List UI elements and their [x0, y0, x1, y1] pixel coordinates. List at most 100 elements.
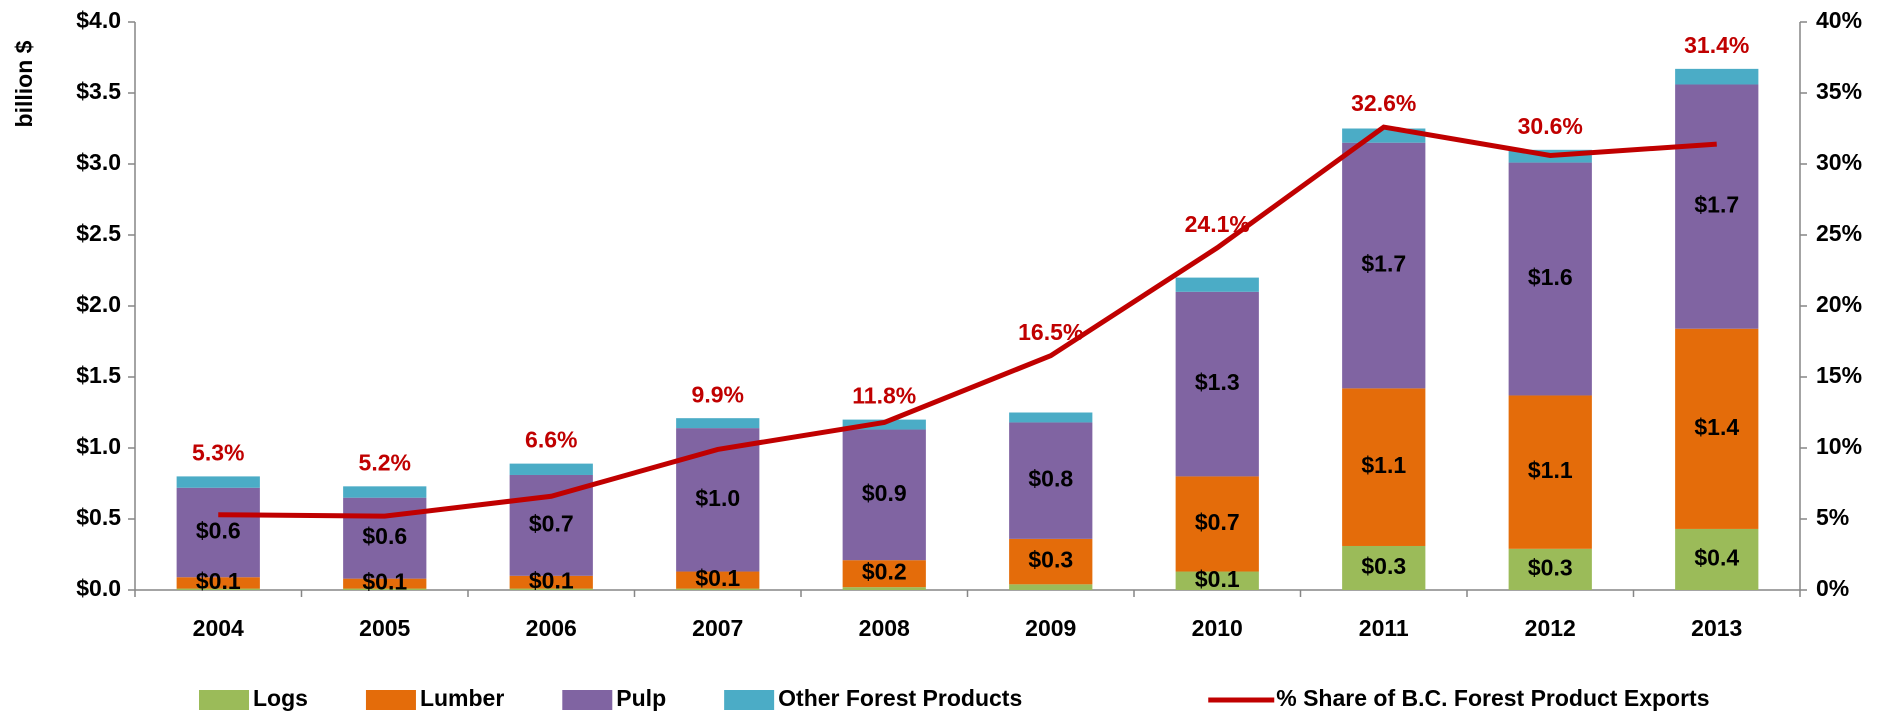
bar-segment — [176, 487, 260, 578]
value-label: $0.6 — [196, 518, 241, 544]
y2-tick-label: 40% — [1816, 7, 1862, 33]
legend-swatch — [724, 690, 775, 710]
x-tick-label: 2008 — [859, 615, 910, 641]
value-label: $0.4 — [1694, 545, 1739, 571]
legend-label: % Share of B.C. Forest Product Exports — [1276, 685, 1709, 711]
bar-segment — [1175, 291, 1259, 477]
bar-segment — [1175, 277, 1259, 292]
y-tick-label: $1.5 — [76, 362, 121, 388]
y2-tick-label: 5% — [1816, 504, 1849, 530]
bar-segment — [842, 560, 926, 588]
y2-tick-label: 25% — [1816, 220, 1862, 246]
bar-segment — [676, 571, 760, 589]
line-value-label: 5.2% — [359, 449, 411, 475]
bar-segment — [509, 463, 593, 475]
value-label: $1.7 — [1694, 192, 1739, 218]
legend-label: Other Forest Products — [778, 685, 1022, 711]
value-label: $0.3 — [1361, 553, 1406, 579]
x-tick-label: 2013 — [1691, 615, 1742, 641]
x-tick-label: 2011 — [1359, 615, 1409, 641]
bar-segment — [176, 476, 260, 488]
value-label: $1.6 — [1528, 264, 1573, 290]
bar-segment — [1009, 584, 1093, 590]
x-tick-label: 2004 — [193, 615, 244, 641]
line-value-label: 30.6% — [1518, 113, 1583, 139]
bar-segment — [176, 588, 260, 590]
line-value-label: 5.3% — [192, 439, 244, 465]
bar-segment — [1508, 395, 1592, 549]
x-tick-label: 2007 — [692, 615, 743, 641]
y-tick-label: $0.0 — [76, 575, 121, 601]
y2-tick-label: 10% — [1816, 433, 1862, 459]
value-label: $1.7 — [1361, 251, 1406, 277]
y2-tick-label: 20% — [1816, 291, 1862, 317]
legend-label: Lumber — [420, 685, 504, 711]
bar-segment — [509, 474, 593, 576]
value-label: $0.8 — [1028, 466, 1073, 492]
legend-label: Pulp — [616, 685, 666, 711]
value-label: $0.6 — [362, 523, 407, 549]
value-label: $1.1 — [1528, 457, 1573, 483]
value-label: $0.1 — [1195, 566, 1240, 592]
x-tick-label: 2005 — [359, 615, 410, 641]
y2-tick-label: 15% — [1816, 362, 1862, 388]
line-value-label: 32.6% — [1351, 90, 1416, 116]
bar-segment — [842, 587, 926, 590]
bar-segment — [1009, 422, 1093, 539]
value-label: $0.7 — [529, 510, 574, 536]
line-value-label: 11.8% — [852, 383, 916, 409]
legend-label: Logs — [253, 685, 308, 711]
bar-segment — [1342, 388, 1426, 546]
value-label: $0.1 — [529, 567, 574, 593]
y-tick-label: $3.5 — [76, 78, 121, 104]
value-label: $1.4 — [1694, 414, 1739, 440]
bar-segment — [1508, 548, 1592, 590]
bar-segment — [509, 588, 593, 590]
bar-segment — [343, 486, 427, 498]
bar-segment — [1675, 328, 1759, 529]
legend-swatch — [365, 690, 416, 710]
value-label: $1.1 — [1361, 452, 1406, 478]
bar-segment — [343, 578, 427, 589]
bar-segment — [1009, 538, 1093, 585]
x-tick-label: 2009 — [1025, 615, 1076, 641]
line-value-label: 9.9% — [692, 381, 744, 407]
x-tick-label: 2010 — [1192, 615, 1243, 641]
bar-segment — [1175, 476, 1259, 572]
bar-segment — [842, 429, 926, 561]
y2-tick-label: 35% — [1816, 78, 1862, 104]
y2-tick-label: 0% — [1816, 575, 1849, 601]
bar-segment — [1508, 162, 1592, 396]
y-tick-label: $2.5 — [76, 220, 121, 246]
line — [218, 124, 1717, 519]
x-tick-label: 2012 — [1525, 615, 1576, 641]
bar-segment — [676, 418, 760, 429]
value-label: $0.2 — [862, 559, 907, 585]
value-label: $0.9 — [862, 480, 907, 506]
value-label: $0.3 — [1528, 554, 1573, 580]
value-label: $0.1 — [362, 569, 407, 595]
y-tick-label: $4.0 — [76, 7, 121, 33]
value-label: $1.3 — [1195, 369, 1240, 395]
bar-segment — [1675, 84, 1759, 329]
bar-segment — [1009, 412, 1093, 423]
line-value-label: 16.5% — [1018, 319, 1083, 345]
legend-swatch — [562, 690, 613, 710]
y-axis-title: billion $ — [11, 40, 37, 127]
bar-segment — [343, 588, 427, 590]
x-tick-label: 2006 — [526, 615, 577, 641]
bar-segment — [1675, 68, 1759, 85]
y-tick-label: $2.0 — [76, 291, 121, 317]
bar-segment — [676, 428, 760, 572]
bar-segment — [676, 588, 760, 590]
y-tick-label: $1.0 — [76, 433, 121, 459]
value-label: $0.1 — [196, 568, 241, 594]
line-value-label: 24.1% — [1185, 211, 1250, 237]
bar-segment — [176, 577, 260, 589]
bar-segment — [1342, 545, 1426, 590]
y2-tick-label: 30% — [1816, 149, 1862, 175]
y-tick-label: $3.0 — [76, 149, 121, 175]
y-tick-label: $0.5 — [76, 504, 121, 530]
line-value-label: 6.6% — [525, 427, 577, 453]
line-value-label: 31.4% — [1684, 32, 1749, 58]
